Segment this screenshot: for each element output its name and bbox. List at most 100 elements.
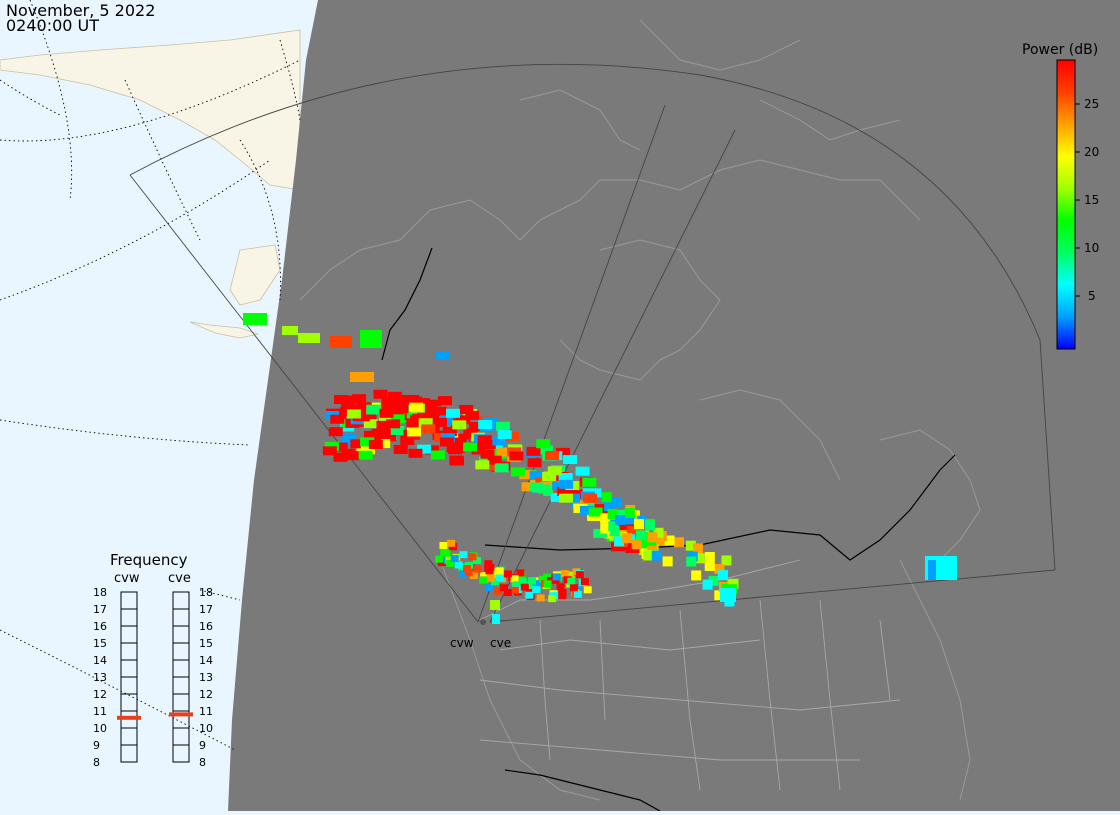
backscatter-cell: [569, 584, 578, 592]
backscatter-cell: [425, 445, 440, 455]
backscatter-cell: [567, 577, 576, 585]
backscatter-cell: [673, 537, 684, 548]
frequency-left-tick: 16: [93, 620, 107, 633]
backscatter-cell: [538, 445, 553, 455]
backscatter-cell: [390, 426, 405, 436]
backscatter-cell: [468, 553, 477, 561]
backscatter-cell: [339, 407, 354, 417]
backscatter-cells: [243, 313, 957, 624]
backscatter-cell: [333, 395, 348, 405]
backscatter-cell: [368, 439, 383, 449]
backscatter-cell: [484, 560, 493, 568]
backscatter-cell: [450, 443, 465, 453]
backscatter-cell: [366, 405, 381, 415]
backscatter-cell: [333, 452, 348, 462]
backscatter-cell: [477, 435, 492, 445]
backscatter-cell: [485, 567, 494, 575]
backscatter-cell: [545, 450, 560, 460]
backscatter-cell: [558, 473, 573, 483]
backscatter-cell: [593, 528, 608, 538]
day-land-peninsula: [229, 244, 281, 306]
backscatter-cell: [418, 418, 433, 428]
frequency-right-tick: 11: [199, 705, 213, 718]
backscatter-cell: [560, 570, 569, 578]
frequency-left-tick: 8: [93, 756, 100, 769]
backscatter-cell: [615, 514, 626, 525]
backscatter-cell: [529, 470, 544, 480]
backscatter-cell: [324, 441, 339, 451]
colorbar-tick-label: 5: [1088, 289, 1096, 303]
backscatter-cell: [509, 451, 524, 461]
fov-cvw-east-edge: [477, 104, 666, 623]
backscatter-cell: [532, 580, 541, 588]
backscatter-cell: [686, 556, 697, 567]
backscatter-cell: [432, 406, 447, 416]
backscatter-cell: [340, 436, 355, 446]
backscatter-cell: [702, 579, 713, 590]
backscatter-cell: [421, 424, 436, 434]
frequency-right-tick: 15: [199, 637, 213, 650]
frequency-left-tick: 12: [93, 688, 107, 701]
backscatter-cell: [496, 574, 505, 582]
backscatter-cell: [691, 570, 702, 581]
backscatter-cell: [452, 420, 467, 430]
backscatter-cell: [425, 408, 440, 418]
frequency-left-tick: 14: [93, 654, 107, 667]
backscatter-cell: [530, 482, 545, 492]
backscatter-cell: [445, 556, 454, 564]
backscatter-cell: [481, 440, 496, 450]
backscatter-cell: [714, 563, 725, 574]
backscatter-cell: [583, 586, 592, 594]
backscatter-cell: [543, 580, 552, 588]
backscatter-cell: [622, 533, 633, 544]
backscatter-cell: [381, 397, 396, 407]
backscatter-cell: [394, 404, 409, 414]
backscatter-cell: [717, 570, 728, 581]
backscatter-cell: [437, 396, 452, 406]
backscatter-cell: [442, 549, 451, 557]
backscatter-cell: [442, 427, 457, 437]
backscatter-cell: [526, 446, 541, 456]
backscatter-cell: [435, 555, 444, 563]
backscatter-cell: [704, 552, 715, 563]
frequency-right-tick: 18: [199, 586, 213, 599]
backscatter-cell: [408, 448, 423, 458]
backscatter-cell: [439, 437, 454, 447]
fov-cve-west-edge: [489, 129, 736, 623]
backscatter-cell: [432, 417, 447, 427]
date-label: November, 5 2022: [6, 1, 155, 20]
frequency-cell-cve: [172, 744, 190, 763]
backscatter-cell: [430, 450, 445, 460]
frequency-right-tick: 16: [199, 620, 213, 633]
backscatter-cell: [465, 410, 480, 420]
backscatter-cell: [387, 391, 402, 401]
backscatter-cell: [497, 430, 512, 440]
backscatter-cell: [520, 583, 529, 591]
backscatter-cell: [536, 594, 545, 602]
backscatter-cell: [510, 575, 519, 583]
backscatter-cell: [595, 504, 610, 514]
backscatter-cell: [478, 420, 493, 430]
backscatter-cell: [662, 556, 673, 567]
backscatter-cell: [405, 395, 420, 405]
frequency-right-tick: 10: [199, 722, 213, 735]
backscatter-cell: [542, 472, 557, 482]
backscatter-cell: [608, 521, 619, 532]
backscatter-cell: [547, 466, 562, 476]
backscatter-cell: [495, 421, 510, 431]
backscatter-cell: [583, 493, 598, 503]
backscatter-cell: [693, 543, 704, 554]
backscatter-cell: [624, 507, 635, 518]
backscatter-cell: [393, 444, 408, 454]
backscatter-cell: [379, 408, 394, 418]
backscatter-cell: [484, 584, 493, 592]
backscatter-cell: [607, 509, 618, 520]
backscatter-cell: [363, 419, 378, 429]
backscatter-cell: [459, 551, 468, 559]
radar-site-marker: [480, 619, 486, 625]
backscatter-cell: [685, 540, 696, 551]
backscatter-cell: [328, 427, 343, 437]
backscatter-cell: [582, 477, 597, 487]
frequency-left-tick: 13: [93, 671, 107, 684]
backscatter-cell: [651, 550, 662, 561]
